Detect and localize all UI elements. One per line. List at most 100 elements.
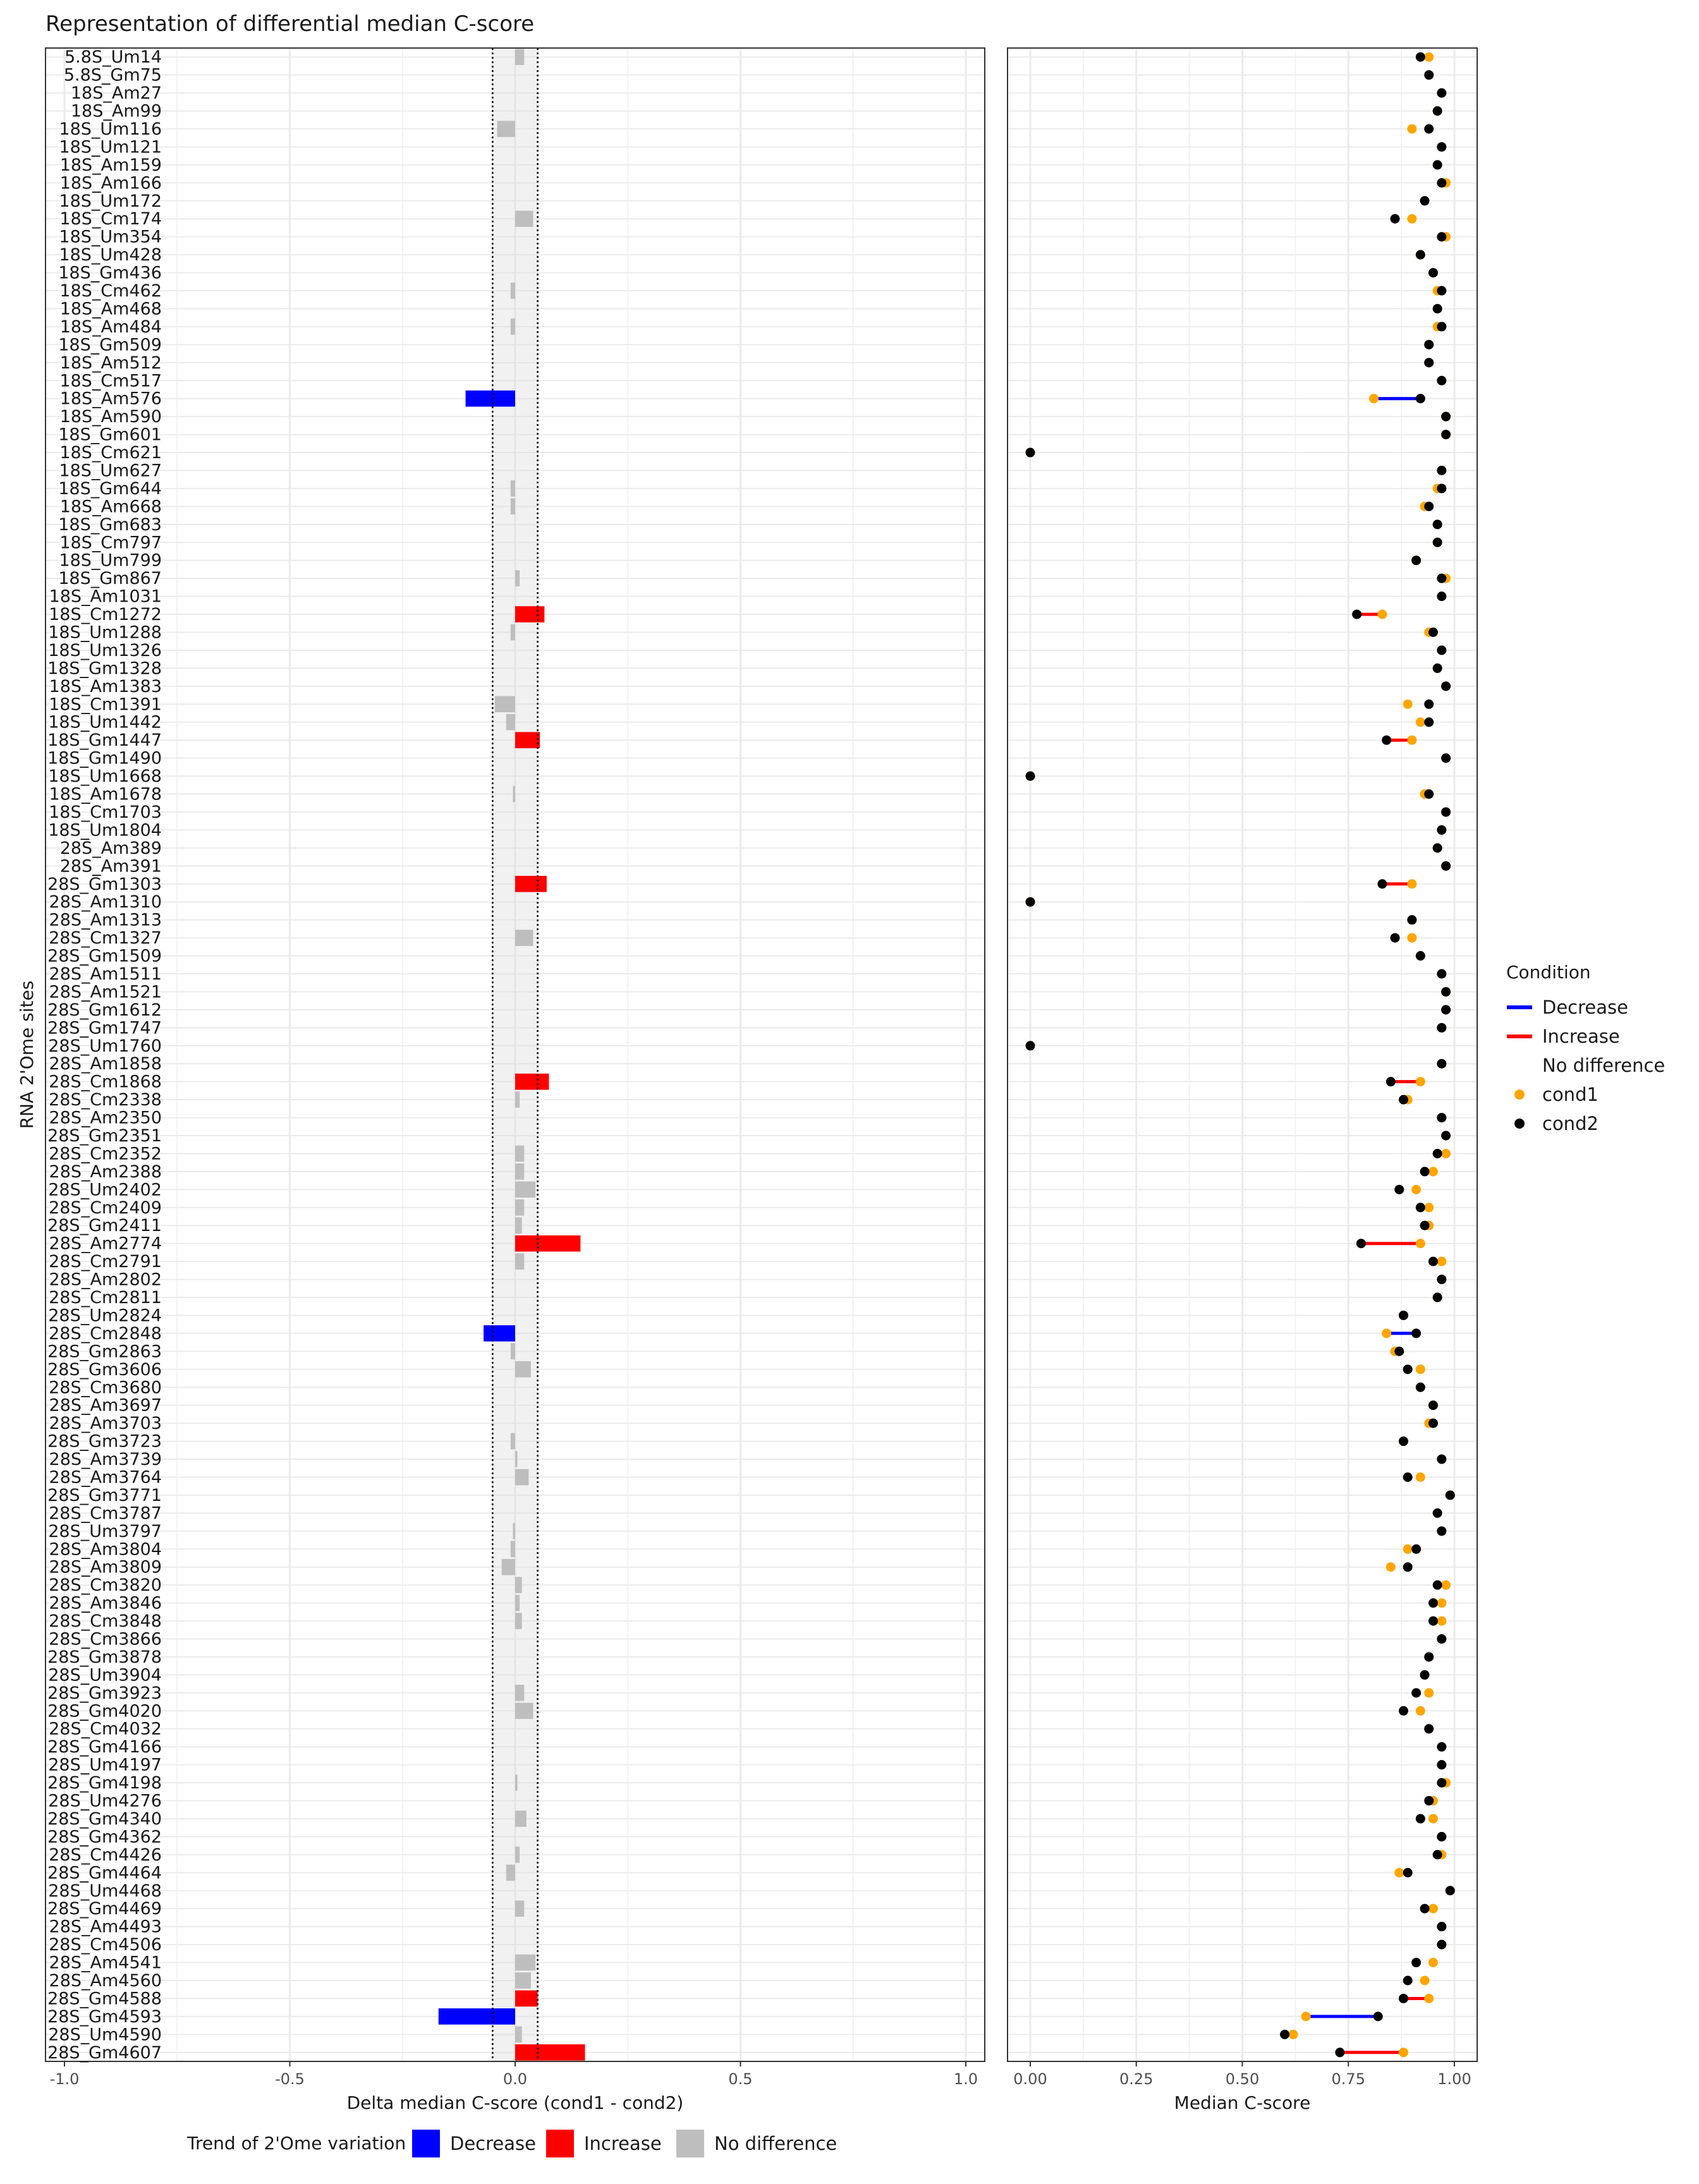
site-label: 28S_Um4468 <box>48 1881 162 1901</box>
bar-18S_Cm462 <box>510 282 515 299</box>
bar-28S_Cm3848 <box>515 1613 522 1629</box>
x-tick-label: -0.5 <box>275 2070 305 2088</box>
point-cond1-28S_Am4560 <box>1420 1975 1430 1986</box>
x-tick-label: 0.25 <box>1119 2070 1153 2088</box>
point-cond2-28S_Am3846 <box>1428 1598 1438 1608</box>
point-cond2-28S_Cm3787 <box>1432 1508 1442 1518</box>
site-label: 18S_Um121 <box>59 137 162 157</box>
point-cond2-18S_Cm797 <box>1432 537 1442 547</box>
y-axis-title: RNA 2'Ome sites <box>16 981 37 1129</box>
point-cond1-28S_Um2402 <box>1411 1184 1422 1194</box>
site-label: 28S_Am3764 <box>49 1467 162 1487</box>
site-label: 28S_Cm1868 <box>49 1072 162 1092</box>
point-cond2-28S_Um2824 <box>1398 1310 1408 1320</box>
site-label: 28S_Um1760 <box>48 1036 162 1056</box>
x-axis-title-left: Delta median C-score (cond1 - cond2) <box>347 2092 684 2113</box>
site-label: 28S_Um2402 <box>48 1180 162 1199</box>
point-cond1-18S_Um1442 <box>1415 717 1425 727</box>
point-cond2-18S_Um116 <box>1424 124 1434 134</box>
point-cond2-28S_Gm4166 <box>1437 1742 1447 1752</box>
site-label: 28S_Um2824 <box>48 1306 162 1325</box>
point-cond2-28S_Gm3723 <box>1398 1436 1408 1447</box>
point-cond2-28S_Am1511 <box>1437 969 1447 979</box>
site-label: 18S_Cm621 <box>59 443 162 463</box>
bar-28S_Gm4198 <box>515 1774 518 1791</box>
bar-18S_Cm174 <box>515 210 533 228</box>
point-cond2-18S_Um1668 <box>1025 771 1035 781</box>
site-label: 28S_Gm2863 <box>47 1342 162 1361</box>
site-label: 28S_Gm4340 <box>47 1809 162 1829</box>
legend-label: Increase <box>584 2133 662 2154</box>
site-label: 18S_Cm1703 <box>49 803 162 822</box>
site-label: 28S_Gm4469 <box>47 1899 162 1919</box>
site-label: 28S_Am1858 <box>49 1054 162 1074</box>
point-cond2-28S_Um4197 <box>1437 1760 1447 1770</box>
point-cond2-18S_Cm174 <box>1390 214 1400 224</box>
site-label: 18S_Gm436 <box>58 264 162 283</box>
point-cond2-28S_Am2802 <box>1437 1275 1447 1285</box>
condition-legend: Condition Decrease Increase No difference co… <box>1506 962 1665 1134</box>
site-label: 28S_Um4197 <box>48 1756 162 1775</box>
point-cond2-18S_Am484 <box>1437 322 1447 332</box>
site-label: 18S_Gm1447 <box>47 731 162 750</box>
point-cond1-18S_Cm174 <box>1407 214 1417 224</box>
point-cond2-18S_Um1326 <box>1437 645 1447 655</box>
bar-18S_Gm1447 <box>515 732 540 748</box>
site-label: 28S_Am4560 <box>49 1971 162 1991</box>
point-cond2-28S_Um4468 <box>1445 1886 1455 1896</box>
site-label: 18S_Gm644 <box>58 479 162 499</box>
point-cond1-28S_Gm3923 <box>1424 1688 1434 1698</box>
x-tick-label: 1.00 <box>1437 2070 1471 2088</box>
point-cond2-5.8S_Gm75 <box>1424 70 1434 80</box>
point-cond1-28S_Gm4464 <box>1394 1867 1404 1878</box>
point-cond2-28S_Gm3606 <box>1403 1364 1413 1374</box>
site-label: 28S_Am3804 <box>49 1539 162 1559</box>
point-cond1-28S_Am3764 <box>1415 1472 1425 1482</box>
point-cond2-18S_Gm509 <box>1424 339 1434 349</box>
point-cond2-28S_Am1310 <box>1025 897 1035 907</box>
bar-28S_Am3739 <box>515 1451 518 1467</box>
point-cond2-18S_Am576 <box>1415 394 1425 404</box>
point-cond2-28S_Um3904 <box>1420 1670 1430 1680</box>
point-cond1-18S_Am576 <box>1369 394 1379 404</box>
point-cond2-5.8S_Um14 <box>1415 52 1425 62</box>
x-tick-label: 0.0 <box>503 2070 527 2088</box>
site-label: 18S_Gm601 <box>58 425 162 445</box>
legend-label: Increase <box>1542 1026 1620 1047</box>
point-cond2-18S_Um799 <box>1411 555 1422 566</box>
site-label: 28S_Am2350 <box>49 1108 162 1128</box>
point-cond2-28S_Gm4362 <box>1437 1831 1447 1841</box>
point-cond1-28S_Cm3820 <box>1441 1580 1451 1590</box>
site-label: 28S_Cm3848 <box>49 1611 162 1631</box>
site-label: 28S_Gm1612 <box>47 1000 162 1020</box>
site-label: 28S_Cm2811 <box>49 1288 162 1307</box>
point-cond2-28S_Am391 <box>1441 861 1451 871</box>
site-label: 28S_Gm4607 <box>47 2043 162 2063</box>
point-cond2-18S_Um121 <box>1437 142 1447 152</box>
point-cond2-18S_Gm867 <box>1437 573 1447 583</box>
point-cond2-18S_Am159 <box>1432 160 1442 170</box>
site-label: 28S_Gm4362 <box>47 1827 162 1847</box>
bar-18S_Cm1391 <box>494 696 515 713</box>
x-tick-label: 0.75 <box>1332 2070 1365 2088</box>
point-cond1-18S_Um116 <box>1407 124 1417 134</box>
bar-28S_Gm4588 <box>515 1990 538 2007</box>
site-label: 28S_Gm3878 <box>47 1647 162 1667</box>
point-cond1-28S_Cm1327 <box>1407 933 1417 943</box>
point-cond2-28S_Cm2352 <box>1432 1148 1442 1158</box>
bar-28S_Cm2338 <box>515 1091 520 1108</box>
point-cond2-28S_Am389 <box>1432 843 1442 853</box>
point-cond1-28S_Gm3606 <box>1415 1364 1425 1374</box>
point-cond2-28S_Um2402 <box>1394 1184 1404 1194</box>
site-label: 18S_Am576 <box>60 389 162 409</box>
site-label: 28S_Am3809 <box>49 1558 162 1577</box>
point-cond2-28S_Gm4198 <box>1437 1778 1447 1788</box>
point-cond2-28S_Am3703 <box>1428 1418 1438 1428</box>
point-cond2-18S_Um627 <box>1437 465 1447 475</box>
site-label: 28S_Gm1509 <box>47 947 162 966</box>
point-cond2-28S_Gm3771 <box>1445 1490 1455 1500</box>
site-label: 28S_Gm3923 <box>47 1684 162 1703</box>
site-label: 18S_Cm517 <box>59 371 162 391</box>
point-cond1-28S_Gm4020 <box>1415 1706 1425 1716</box>
